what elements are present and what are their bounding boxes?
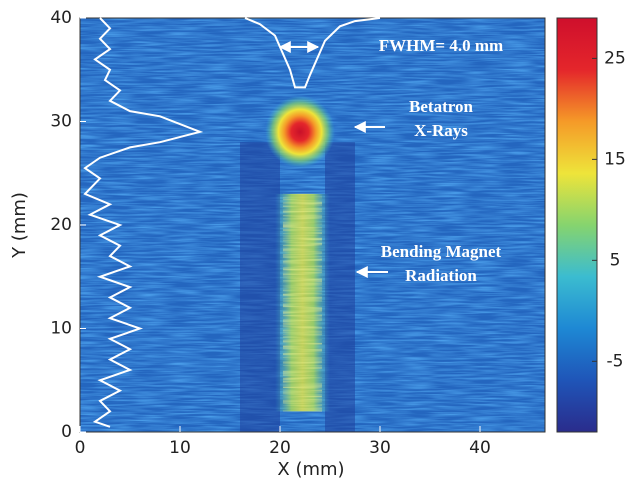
- x-axis-label: X (mm): [277, 459, 344, 480]
- xray-spot: [265, 95, 335, 169]
- annotation-text: X-Rays: [414, 121, 468, 140]
- y-tick-label: 0: [61, 422, 72, 442]
- colorbar-tick-label: -5: [607, 351, 624, 371]
- x-tick-label: 30: [369, 438, 391, 458]
- y-tick-label: 10: [50, 319, 72, 339]
- radiation-noise: [283, 193, 322, 412]
- annotation-text: Bending Magnet: [381, 242, 502, 261]
- profile-line: [244, 17, 381, 89]
- x-tick-label: 40: [469, 438, 491, 458]
- y-axis-label: Y (mm): [9, 192, 30, 259]
- x-tick-label: 20: [269, 438, 291, 458]
- colorbar-tick-label: 5: [610, 250, 621, 270]
- y-tick-label: 30: [50, 112, 72, 132]
- annotation-text: FWHM= 4.0 mm: [379, 36, 503, 55]
- colorbar-tick-label: 25: [604, 48, 626, 68]
- y-tick-label: 20: [50, 215, 72, 235]
- annotation-text: Radiation: [405, 266, 477, 285]
- x-tick-label: 0: [75, 438, 86, 458]
- y-tick-label: 40: [50, 8, 72, 28]
- colorbar: [556, 17, 598, 433]
- annotation-text: Betatron: [409, 97, 473, 116]
- colorbar-tick-label: 15: [604, 149, 626, 169]
- x-tick-label: 10: [169, 438, 191, 458]
- plot-area: [79, 17, 546, 433]
- profile-line: [83, 17, 204, 428]
- dark-band: [240, 142, 280, 432]
